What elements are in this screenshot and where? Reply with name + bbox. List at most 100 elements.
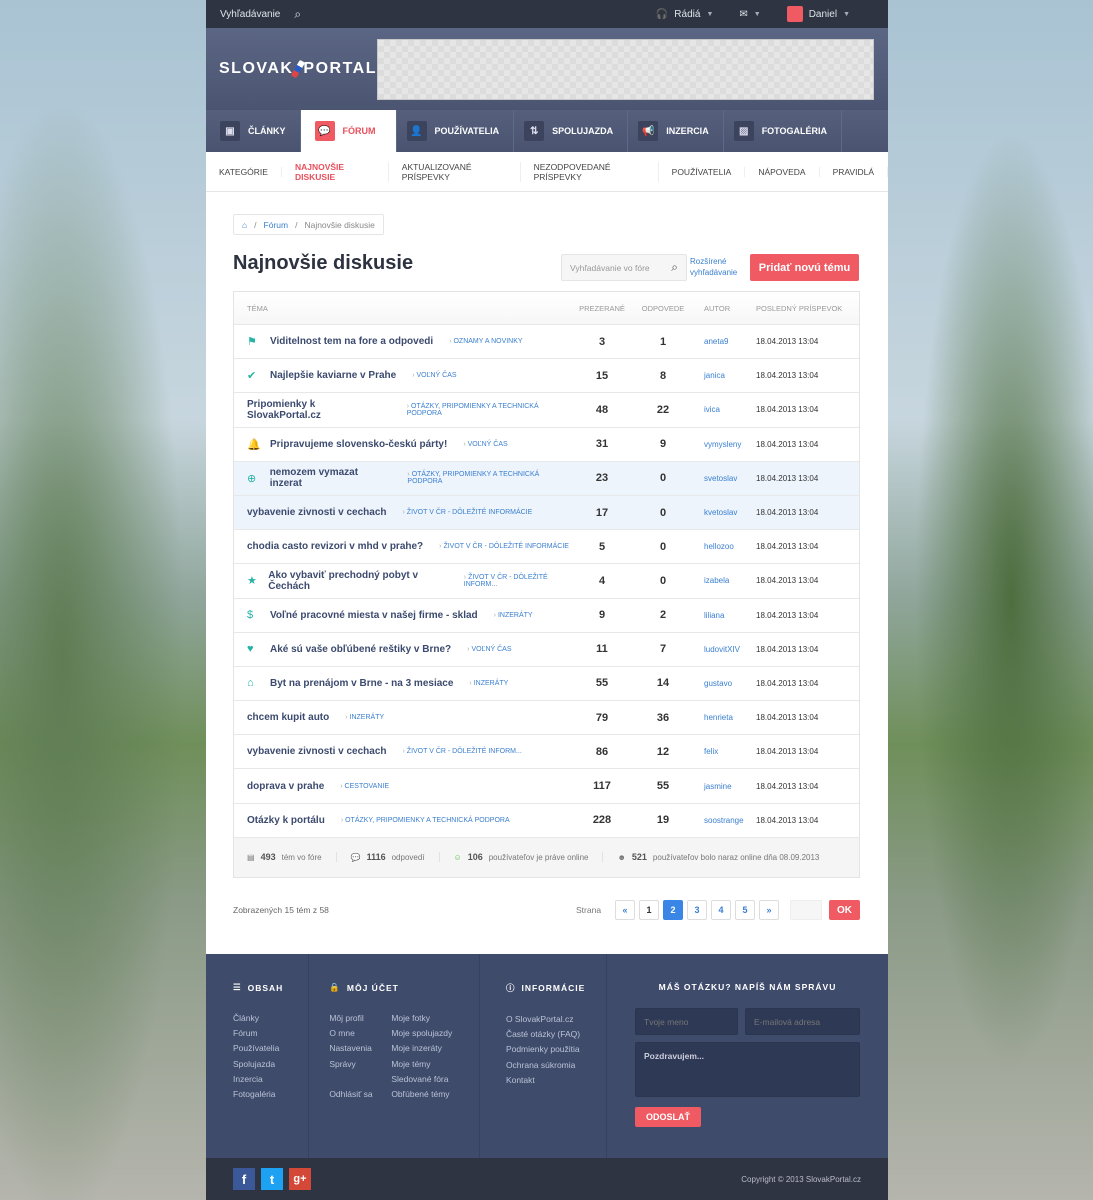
footer-link[interactable]: Sledované fóra	[391, 1073, 449, 1084]
topic-title[interactable]: Aké sú vaše obľúbené reštiky v Brne?	[270, 643, 452, 655]
footer-link[interactable]: Spolujazda	[233, 1058, 276, 1069]
subnav-item[interactable]: PRAVIDLÁ	[820, 166, 888, 177]
next-page-button[interactable]: »	[759, 900, 780, 920]
page-button[interactable]: 4	[711, 900, 732, 920]
author-link[interactable]: aneta9	[704, 337, 729, 347]
subnav-item[interactable]: NAJNOVŠIE DISKUSIE	[282, 161, 389, 182]
column-header[interactable]: POSLEDNÝ PRÍSPEVOK	[756, 303, 843, 313]
topic-title[interactable]: chcem kupit auto	[247, 712, 330, 724]
page-button[interactable]: 5	[735, 900, 756, 920]
topic-category[interactable]: ŽIVOT V ČR - DÔLEŽITÉ INFORM...	[403, 748, 522, 755]
email-field[interactable]	[745, 1008, 861, 1035]
table-row[interactable]: ★ Ako vybaviť prechodný pobyt v Čechách ŽI…	[234, 564, 859, 599]
author-link[interactable]: svetoslav	[704, 473, 738, 483]
author-link[interactable]: gustavo	[704, 678, 733, 688]
topic-category[interactable]: CESTOVANIE	[340, 783, 389, 790]
author-link[interactable]: soostrange	[704, 815, 744, 825]
messages-menu[interactable]: ✉ ▼	[739, 9, 760, 20]
name-field[interactable]	[635, 1008, 739, 1035]
topic-title[interactable]: doprava v prahe	[247, 780, 325, 792]
topic-title[interactable]: Pripomienky k SlovakPortal.cz	[247, 398, 321, 421]
advanced-search-link[interactable]: Rozšírené vyhľadávanie	[690, 257, 738, 277]
author-link[interactable]: ludovitXIV	[704, 644, 741, 654]
footer-link[interactable]: O SlovakPortal.cz	[505, 1014, 574, 1024]
table-row[interactable]: 🔔 Pripravujeme slovensko-českú párty! VOĽN…	[234, 428, 859, 462]
topic-category[interactable]: OTÁZKY, PRIPOMIENKY A TECHNICKÁ PODPORA	[341, 817, 510, 824]
topic-title[interactable]: Pripravujeme slovensko-českú párty!	[270, 438, 448, 450]
logo[interactable]: SLOVAK PORTAL	[219, 59, 377, 79]
table-row[interactable]: Pripomienky k SlovakPortal.cz OTÁZKY, PRI…	[234, 393, 859, 428]
topic-title[interactable]: vybavenie zivnosti v cechach	[247, 746, 387, 758]
topic-category[interactable]: ŽIVOT V ČR - DÔLEŽITÉ INFORM...	[464, 574, 574, 588]
subnav-item[interactable]: NÁPOVEDA	[745, 166, 820, 177]
topic-title[interactable]: Otázky k portálu	[247, 814, 325, 826]
table-row[interactable]: chcem kupit auto INZERÁTY 79 36 henrieta 18.0…	[234, 701, 859, 736]
topic-title[interactable]: nemozem vymazat inzerat	[269, 467, 359, 490]
footer-link[interactable]: O mne	[329, 1028, 355, 1039]
add-topic-button[interactable]: Pridať novú tému	[750, 254, 859, 281]
table-row[interactable]: ✔ Najlepšie kaviarne v Prahe VOĽNÝ ČAS 15 8 j…	[234, 359, 859, 394]
subnav-item[interactable]: AKTUALIZOVANÉ PRÍSPEVKY	[389, 161, 521, 182]
topic-category[interactable]: INZERÁTY	[469, 680, 509, 687]
footer-link[interactable]: Fotogaléria	[233, 1089, 276, 1100]
nav-tab-1[interactable]: 💬 FÓRUM	[300, 110, 397, 152]
footer-link[interactable]: Ochrana súkromia	[505, 1059, 576, 1070]
topic-title[interactable]: vybavenie zivnosti v cechach	[247, 507, 387, 519]
breadcrumb-forum[interactable]: Fórum	[263, 219, 289, 230]
nav-tab-0[interactable]: ▣ ČLÁNKY	[210, 110, 301, 152]
topic-category[interactable]: INZERÁTY	[494, 612, 533, 619]
footer-link[interactable]: Časté otázky (FAQ)	[505, 1029, 581, 1040]
table-row[interactable]: ⚑ Viditelnost tem na fore a odpovedi OZNAM…	[234, 325, 859, 360]
topic-category[interactable]: ŽIVOT V ČR - DÔLEŽITÉ INFORMÁCIE	[403, 509, 533, 516]
footer-link[interactable]: Obľúbené témy	[391, 1089, 450, 1100]
facebook-icon[interactable]: f	[233, 1168, 255, 1190]
column-header[interactable]: PREZERANÉ	[579, 303, 625, 313]
prev-page-button[interactable]: «	[615, 900, 636, 920]
footer-link[interactable]: Používatelia	[233, 1043, 280, 1054]
google-plus-icon[interactable]: g+	[289, 1168, 311, 1190]
radio-menu[interactable]: 🎧 Rádiá ▼	[656, 9, 714, 20]
footer-link[interactable]: Môj profil	[329, 1013, 364, 1023]
topic-category[interactable]: VOĽNÝ ČAS	[412, 372, 456, 379]
nav-tab-4[interactable]: 📢 INZERCIA	[628, 110, 724, 152]
topic-category[interactable]: OTÁZKY, PRIPOMIENKY A TECHNICKÁ PODPORA	[407, 403, 574, 417]
table-row[interactable]: vybavenie zivnosti v cechach ŽIVOT V ČR -…	[234, 735, 859, 770]
page-button[interactable]: 2	[663, 900, 684, 920]
topic-title[interactable]: Viditelnost tem na fore a odpovedi	[270, 336, 434, 348]
footer-link[interactable]: Nastavenia	[329, 1043, 372, 1054]
author-link[interactable]: vymysleny	[704, 439, 742, 449]
table-row[interactable]: doprava v prahe CESTOVANIE 117 55 jasmine 18.…	[234, 769, 859, 804]
topic-title[interactable]: Ako vybaviť prechodný pobyt v Čechách	[268, 569, 419, 592]
forum-search-input[interactable]: Vyhľadávanie vo fóre ⌕	[561, 254, 687, 281]
table-row[interactable]: $ Voľné pracovné miesta v našej firme - s…	[234, 599, 859, 633]
topic-title[interactable]: Byt na prenájom v Brne - na 3 mesiace	[270, 677, 454, 689]
topic-category[interactable]: OZNAMY A NOVINKY	[449, 338, 522, 345]
footer-link[interactable]: Inzercia	[233, 1073, 263, 1084]
topic-title[interactable]: Voľné pracovné miesta v našej firme - sk…	[270, 609, 478, 621]
table-row[interactable]: chodia casto revizori v mhd v prahe? ŽIVO…	[234, 530, 859, 565]
message-field[interactable]: Pozdravujem...	[635, 1042, 861, 1097]
subnav-item[interactable]: POUŽÍVATELIA	[659, 166, 746, 177]
footer-link[interactable]: Články	[233, 1013, 259, 1023]
search-icon[interactable]: ⌕	[671, 260, 678, 274]
author-link[interactable]: jasmine	[704, 781, 732, 791]
send-button[interactable]: ODOSLAŤ	[635, 1107, 702, 1127]
user-menu[interactable]: Daniel ▼	[786, 6, 850, 22]
page-button[interactable]: 1	[639, 900, 660, 920]
column-header[interactable]: TÉMA	[247, 303, 268, 313]
table-row[interactable]: ♥ Aké sú vaše obľúbené reštiky v Brne? VOĽ…	[234, 633, 859, 667]
subnav-item[interactable]: KATEGÓRIE	[206, 166, 282, 177]
author-link[interactable]: janica	[704, 371, 725, 381]
table-row[interactable]: ⌂ Byt na prenájom v Brne - na 3 mesiace IN…	[234, 667, 859, 702]
author-link[interactable]: hellozoo	[704, 542, 734, 552]
author-link[interactable]: felix	[704, 747, 719, 757]
nav-tab-5[interactable]: ▨ FOTOGALÉRIA	[724, 110, 843, 152]
topic-category[interactable]: ŽIVOT V ČR - DÔLEŽITÉ INFORMÁCIE	[439, 543, 569, 550]
page-button[interactable]: 3	[687, 900, 708, 920]
footer-link[interactable]: Odhlásiť sa	[329, 1089, 373, 1100]
table-row[interactable]: Otázky k portálu OTÁZKY, PRIPOMIENKY A TE…	[234, 804, 859, 838]
footer-link[interactable]: Moje inzeráty	[391, 1043, 442, 1054]
column-header[interactable]: ODPOVEDE	[641, 303, 685, 313]
footer-link[interactable]: Moje fotky	[391, 1013, 431, 1023]
nav-tab-2[interactable]: 👤 POUŽÍVATELIA	[397, 110, 515, 152]
